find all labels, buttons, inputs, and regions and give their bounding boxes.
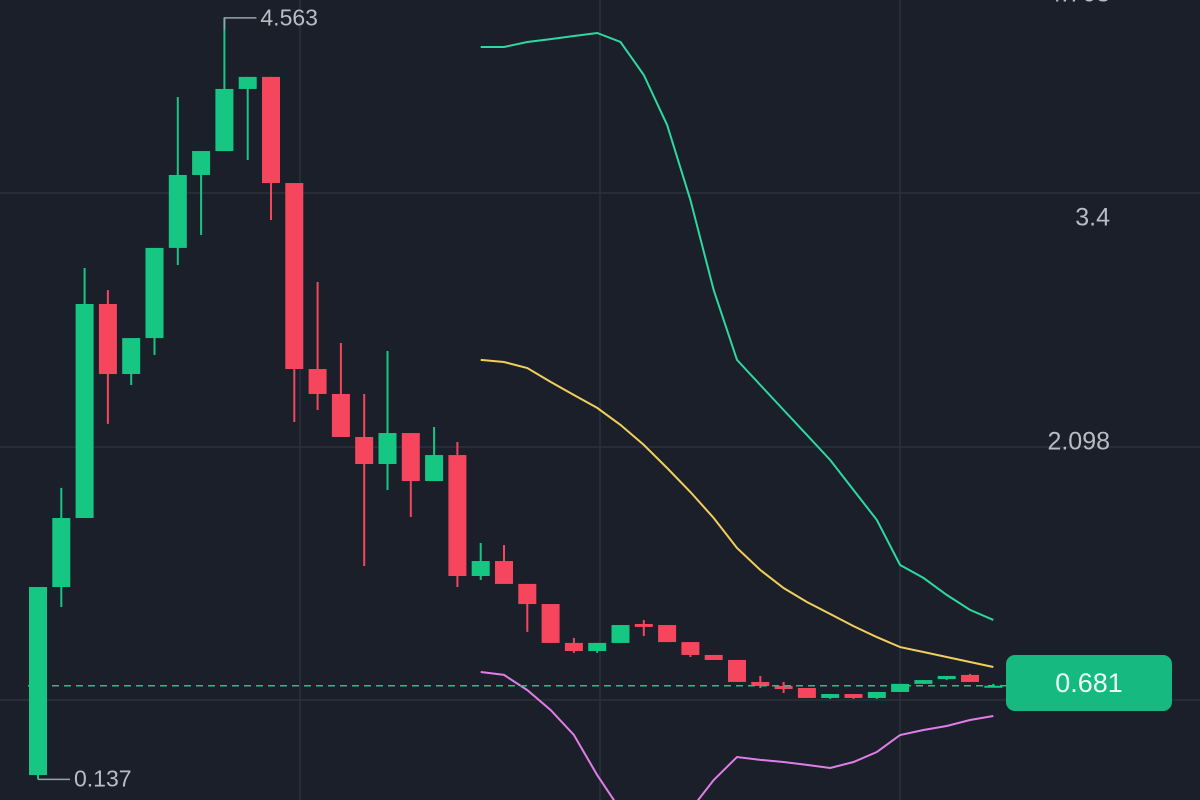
- candle-body: [75, 304, 94, 519]
- y-tick-label: 3.4: [1075, 203, 1110, 232]
- candle-body: [844, 694, 863, 698]
- candle-body: [961, 674, 979, 682]
- candle-body: [168, 174, 187, 248]
- candle-body: [425, 455, 444, 482]
- candle-body: [774, 685, 793, 690]
- middle-band-line: [480, 358, 994, 668]
- candle-body: [611, 625, 630, 643]
- y-tick-label: 4.703: [1047, 0, 1110, 8]
- candle-body: [564, 642, 583, 652]
- candle-body: [541, 604, 560, 643]
- lower-band-line: [480, 671, 994, 800]
- candle-body: [29, 587, 47, 776]
- candle-body: [588, 642, 607, 652]
- candle-body: [262, 76, 280, 184]
- candle-body: [634, 624, 653, 627]
- candle-body: [355, 436, 374, 464]
- candle-body: [448, 455, 467, 576]
- candle-body: [937, 675, 956, 680]
- low-annotation: 0.137: [74, 765, 132, 792]
- candle-body: [751, 681, 770, 686]
- candle-body: [238, 76, 257, 89]
- candle-body: [52, 518, 71, 588]
- candle-body: [495, 561, 513, 584]
- upper-band-line: [480, 31, 994, 621]
- candle-body: [704, 654, 723, 660]
- candle-body: [891, 683, 910, 692]
- candle-body: [658, 625, 677, 643]
- candle-body: [797, 688, 816, 698]
- candle-body: [471, 561, 490, 576]
- candle-body: [308, 369, 327, 394]
- candle-body: [122, 338, 141, 375]
- candle-body: [681, 642, 700, 655]
- candle-body: [728, 659, 746, 682]
- high-annotation: 4.563: [260, 4, 318, 31]
- candle-body: [378, 433, 397, 464]
- y-tick-label: 2.098: [1047, 427, 1110, 456]
- candle-body: [914, 680, 933, 684]
- high-leader-line: [223, 17, 257, 30]
- candle-body: [518, 583, 537, 605]
- candle-body: [401, 433, 420, 482]
- candle-body: [285, 183, 304, 370]
- candle-body: [867, 691, 886, 698]
- candle-body: [821, 694, 840, 698]
- candle-body: [984, 685, 1003, 688]
- current-price-badge: 0.681: [1006, 655, 1172, 711]
- candle-body: [331, 393, 350, 437]
- candle-body: [98, 304, 117, 375]
- candle-body: [215, 88, 234, 152]
- candle-body: [145, 247, 164, 339]
- candle-body: [192, 151, 211, 175]
